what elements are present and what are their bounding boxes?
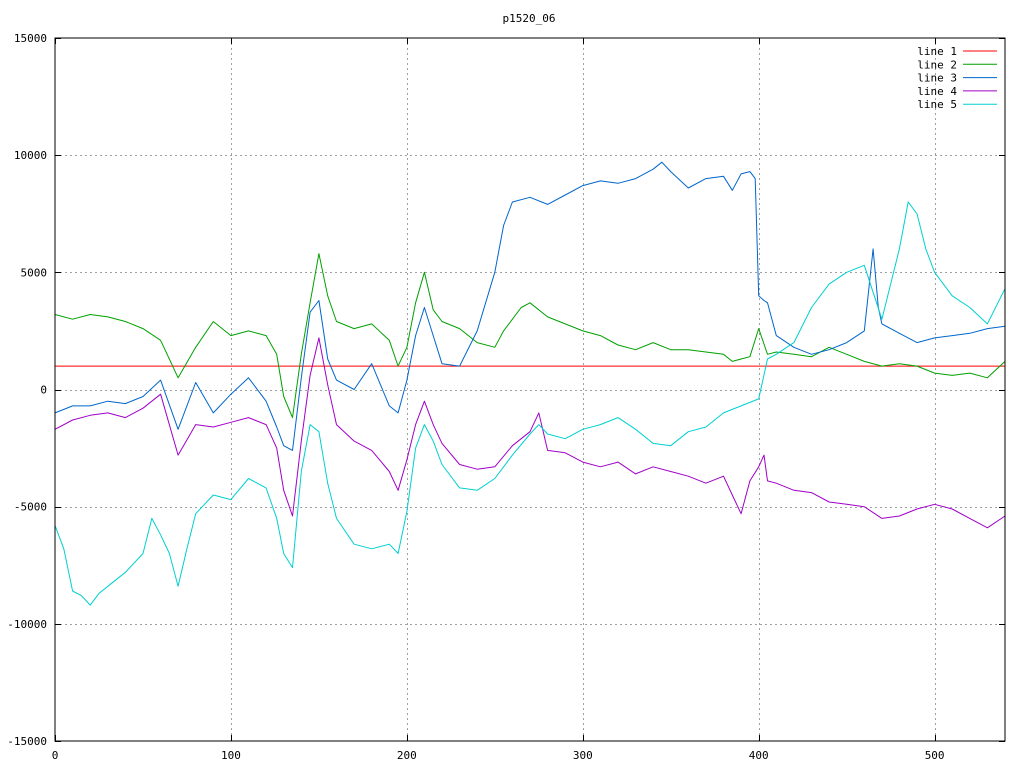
x-tick-label: 100: [221, 749, 241, 762]
y-tick-label: 0: [40, 384, 47, 397]
y-tick-label: -10000: [7, 618, 47, 631]
y-tick-label: 5000: [21, 266, 48, 279]
y-tick-label: 15000: [14, 32, 47, 45]
grid-lines: [55, 38, 1005, 741]
axis-ticks: 0 100 200 300 400 500 -15000 -10000 -5000 0 5000 10…: [7, 32, 1005, 762]
legend-label: line 5: [917, 98, 957, 111]
y-tick-label: 10000: [14, 149, 47, 162]
x-tick-label: 400: [749, 749, 769, 762]
x-tick-label: 200: [397, 749, 417, 762]
legend-label: line 4: [917, 85, 957, 98]
series-line-3: [54, 161, 1006, 451]
series-group: [54, 161, 1006, 606]
x-tick-label: 500: [925, 749, 945, 762]
legend-label: line 1: [917, 45, 957, 58]
legend-label: line 2: [917, 58, 957, 71]
plot-frame: [54, 37, 1006, 742]
series-line-4: [54, 337, 1006, 529]
x-tick-label: 0: [52, 749, 59, 762]
series-line-5: [54, 201, 1006, 606]
series-line-2: [54, 253, 1006, 419]
y-tick-label: -15000: [7, 735, 47, 748]
chart-title: p1520_06: [503, 12, 556, 25]
x-tick-label: 300: [573, 749, 593, 762]
legend-label: line 3: [917, 72, 957, 85]
y-tick-label: -5000: [14, 501, 47, 514]
